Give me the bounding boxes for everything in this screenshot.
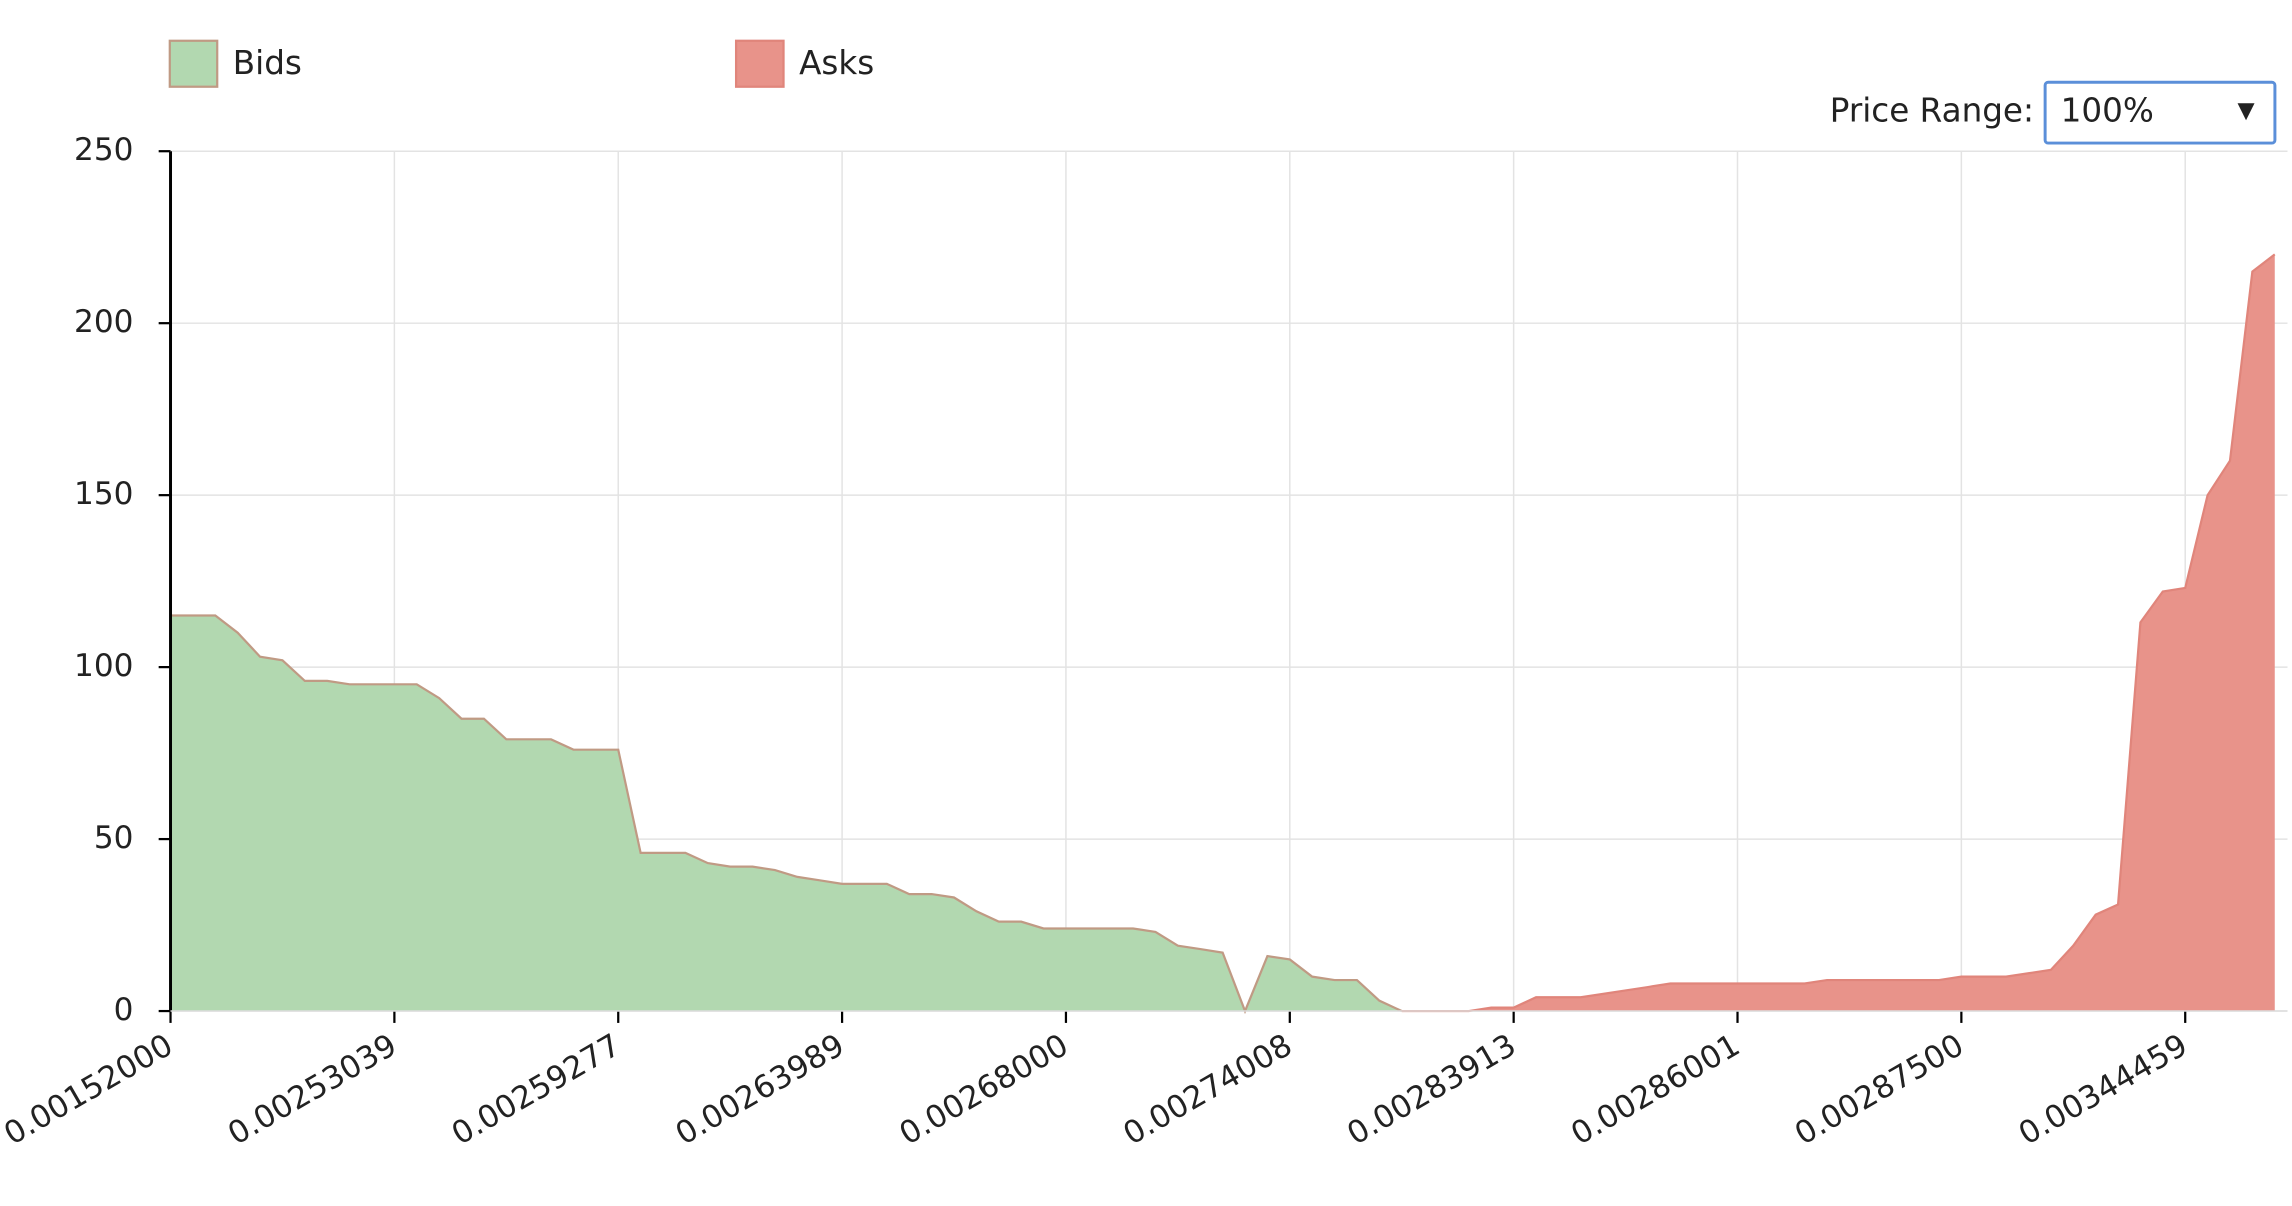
area-line [170,614,1403,1015]
x-tick-label: 0.00259277 [446,1027,627,1152]
select-value[interactable]: 100% [2061,92,2154,130]
area-line [1401,253,2276,1013]
x-tick-label: 0.00283913 [1341,1027,1522,1152]
x-tick-label: 0.00263989 [670,1027,851,1152]
price-range-label: Price Range: [1830,92,2034,130]
y-tick-label: 50 [94,820,134,856]
y-tick-label: 250 [74,132,133,168]
price-range-select[interactable]: 100% ▼ [2043,80,2277,145]
legend-swatch [168,39,219,88]
select-box[interactable] [2043,80,2277,145]
legend: Bids Asks [168,39,874,88]
area [170,615,1402,1012]
x-tick-label: 0.00152000 [0,1027,179,1152]
legend-swatch [734,39,785,88]
x-tick-label: 0.00344459 [2013,1027,2194,1152]
x-tick-label: 0.00268000 [894,1027,1075,1152]
y-tick-label: 0 [114,992,134,1028]
select-arrow[interactable]: ▼ [2237,98,2255,124]
legend-label: Asks [799,44,874,82]
x-tick-label: 0.00274008 [1117,1027,1298,1152]
y-tick-label: 100 [74,648,133,684]
area [1401,254,2275,1012]
x-tick-label: 0.00253039 [222,1027,403,1152]
x-tick-label: 0.00286001 [1565,1027,1746,1152]
x-tick-label: 0.00287500 [1789,1027,1970,1152]
legend-label: Bids [233,44,302,82]
y-tick-label: 200 [74,304,133,340]
y-tick-label: 150 [74,476,133,512]
